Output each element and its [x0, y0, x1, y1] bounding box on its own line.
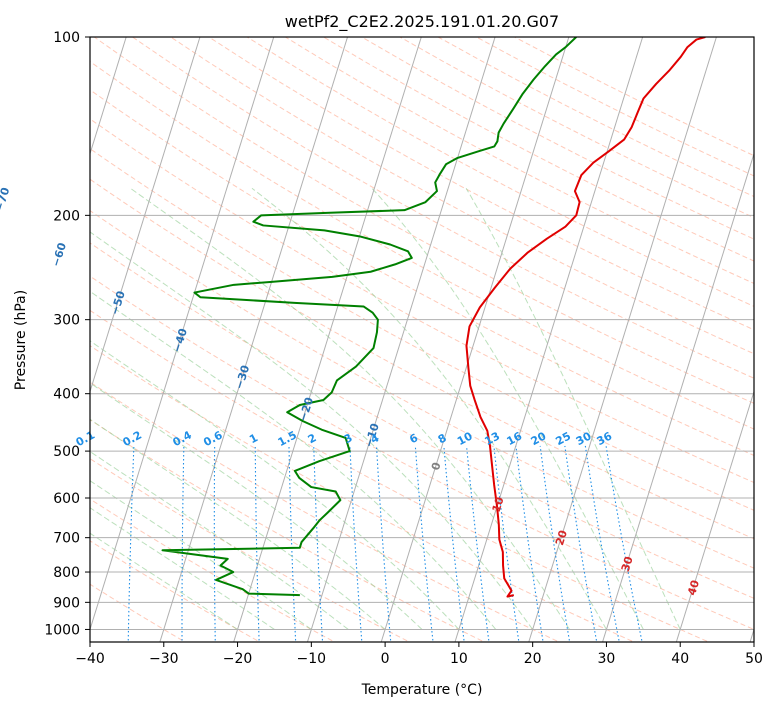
dry-adiabat [90, 242, 754, 599]
y-axis-ticks: 100 200 300 400 500 600 700 800 900 1000 [44, 30, 90, 638]
temperature-profile-line [465, 37, 706, 598]
moist-adiabat [90, 418, 386, 630]
y-tick-label: 1000 [44, 622, 80, 638]
y-tick-label: 600 [53, 491, 80, 507]
mixing-ratio-line [515, 445, 544, 642]
x-axis-label: Temperature (°C) [361, 682, 483, 698]
mixing-ratio-label: 36 [595, 429, 615, 448]
y-tick-label: 100 [53, 30, 80, 46]
isotherm-gridline [233, 37, 422, 642]
y-axis-label: Pressure (hPa) [13, 290, 29, 390]
y-tick-label: 400 [53, 387, 80, 403]
adiabat-lines [90, 37, 754, 642]
y-tick-label: 700 [53, 531, 80, 547]
mixing-ratio-label: 30 [574, 429, 594, 448]
mixing-ratio-line [349, 445, 363, 642]
x-tick-label: −10 [297, 651, 327, 667]
isotherm-gridline [0, 10, 61, 654]
mixing-ratio-line [213, 445, 216, 642]
moist-adiabat [90, 290, 497, 630]
x-tick-label: 40 [671, 651, 689, 667]
mixing-ratio-label: 16 [505, 429, 525, 448]
x-tick-label: −20 [223, 651, 253, 667]
isotherm-gridline [159, 37, 349, 642]
moist-adiabat [130, 187, 570, 630]
profile-series [161, 37, 706, 598]
x-tick-label: 50 [745, 651, 763, 667]
isotherm-gridline [90, 37, 275, 632]
grid-lines [0, 10, 754, 654]
mixing-ratio-line [288, 445, 297, 642]
isotherm-label: −60 [49, 241, 69, 269]
mixing-ratio-label: 10 [455, 429, 475, 448]
y-tick-label: 300 [53, 313, 80, 329]
x-axis-ticks: −40 −30 −20 −10 0 10 20 30 40 50 [75, 642, 763, 667]
dry-adiabat [90, 60, 754, 430]
mixing-ratio-line [181, 445, 185, 642]
mixing-ratio-line [313, 445, 324, 642]
x-tick-label: −30 [149, 651, 179, 667]
mixing-ratio-line [564, 445, 598, 642]
isotherm-gridline [454, 37, 644, 642]
mixing-ratio-lines [127, 445, 643, 642]
isotherm-gridline [675, 389, 754, 642]
dry-adiabat [90, 178, 754, 540]
dry-adiabat [246, 37, 754, 307]
isotherm-gridline [528, 37, 717, 642]
dry-adiabat [90, 118, 754, 484]
chart-title: wetPf2_C2E2.2025.191.01.20.G07 [285, 12, 559, 32]
isotherm-gridline [380, 37, 570, 642]
plot-frame [89, 36, 755, 643]
moist-adiabat [90, 382, 423, 630]
mixing-ratio-label: 20 [529, 429, 549, 448]
moist-adiabat [251, 187, 607, 630]
y-tick-label: 200 [53, 208, 80, 224]
mixing-ratio-line [375, 445, 392, 642]
x-tick-label: 0 [381, 651, 390, 667]
isotherm-gridline [602, 152, 754, 642]
moist-adiabat [465, 187, 681, 630]
mixing-ratio-line [254, 445, 260, 642]
moist-adiabat [90, 340, 460, 630]
mixing-ratio-line [127, 445, 135, 642]
isotherm-label: 10 [490, 495, 507, 514]
mixing-ratio-line [584, 445, 620, 642]
moist-adiabat [90, 450, 349, 630]
x-tick-label: 10 [450, 651, 468, 667]
x-tick-label: 20 [524, 651, 542, 667]
isotherm-label: −70 [0, 186, 12, 214]
dry-adiabat [208, 37, 754, 331]
isotherm-label: 40 [685, 578, 702, 597]
mixing-ratio-label: 25 [553, 430, 573, 449]
y-tick-label: 800 [53, 565, 80, 581]
dry-adiabat [285, 37, 754, 285]
isotherm-gridline [90, 37, 127, 156]
isotherm-label: 20 [553, 528, 570, 547]
isotherm-label: 0 [429, 460, 444, 471]
dewpoint-profile-line [161, 37, 577, 597]
mixing-ratio-line [605, 445, 643, 642]
mixing-ratio-line [414, 445, 434, 642]
isotherm-gridline [90, 37, 201, 394]
x-tick-label: 30 [598, 651, 616, 667]
isotherm-gridline [306, 37, 496, 642]
mixing-ratio-label: 13 [482, 429, 502, 448]
isotherm-label: 30 [619, 554, 636, 573]
mixing-ratio-line [539, 445, 571, 642]
moist-adiabat [371, 187, 644, 630]
plot-area [90, 37, 754, 642]
moist-adiabat [90, 507, 275, 630]
dry-adiabat [90, 148, 754, 511]
y-tick-label: 900 [53, 595, 80, 611]
y-tick-label: 500 [53, 444, 80, 460]
moist-adiabat [90, 231, 534, 630]
x-tick-label: −40 [75, 651, 105, 667]
mixing-ratio-line [493, 445, 520, 642]
mixing-ratio-line [466, 445, 490, 642]
mixing-ratio-line [443, 445, 465, 642]
dry-adiabat [90, 89, 754, 456]
